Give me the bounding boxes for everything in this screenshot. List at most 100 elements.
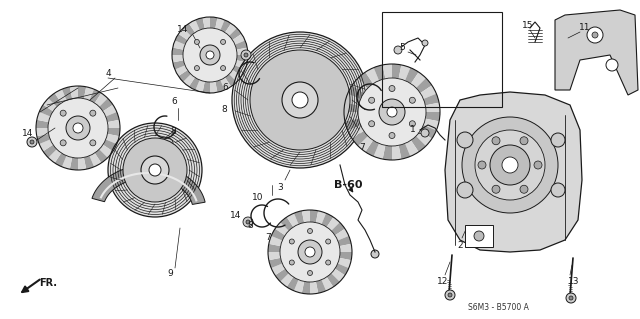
Wedge shape: [348, 85, 364, 99]
Wedge shape: [48, 93, 61, 107]
Wedge shape: [203, 17, 210, 28]
Wedge shape: [280, 217, 293, 231]
Wedge shape: [225, 74, 237, 86]
Wedge shape: [287, 277, 298, 291]
Wedge shape: [106, 134, 119, 144]
Wedge shape: [392, 145, 401, 160]
Wedge shape: [302, 210, 310, 223]
Wedge shape: [426, 103, 440, 112]
Circle shape: [292, 92, 308, 108]
Wedge shape: [335, 263, 349, 275]
Circle shape: [369, 97, 374, 103]
Wedge shape: [392, 64, 401, 79]
Wedge shape: [310, 281, 318, 294]
Wedge shape: [84, 156, 94, 169]
Circle shape: [244, 53, 248, 57]
Wedge shape: [229, 70, 241, 82]
Wedge shape: [172, 48, 184, 55]
Circle shape: [520, 137, 528, 145]
Wedge shape: [175, 65, 188, 76]
Circle shape: [221, 66, 225, 70]
Wedge shape: [90, 153, 101, 167]
Circle shape: [60, 140, 66, 146]
Circle shape: [289, 260, 294, 265]
Wedge shape: [374, 65, 385, 81]
Wedge shape: [352, 131, 368, 146]
Wedge shape: [365, 140, 379, 156]
Wedge shape: [358, 136, 373, 152]
Wedge shape: [84, 87, 94, 100]
Wedge shape: [235, 60, 247, 70]
Circle shape: [30, 140, 34, 144]
Circle shape: [73, 123, 83, 133]
Wedge shape: [345, 119, 360, 130]
Wedge shape: [237, 48, 248, 55]
Text: 7: 7: [359, 144, 365, 152]
Text: 12: 12: [437, 278, 449, 286]
Circle shape: [246, 220, 250, 224]
Circle shape: [305, 247, 315, 257]
Wedge shape: [37, 134, 51, 144]
Circle shape: [448, 293, 452, 297]
Wedge shape: [416, 78, 432, 93]
Wedge shape: [90, 89, 101, 103]
Text: 8: 8: [221, 106, 227, 115]
Wedge shape: [338, 258, 351, 268]
Wedge shape: [338, 236, 351, 246]
Wedge shape: [237, 55, 248, 63]
Wedge shape: [62, 156, 72, 169]
Wedge shape: [271, 229, 285, 241]
Circle shape: [206, 51, 214, 59]
Wedge shape: [78, 86, 86, 99]
Circle shape: [606, 59, 618, 71]
Wedge shape: [321, 213, 333, 227]
Wedge shape: [99, 145, 113, 158]
Bar: [382, 12, 502, 107]
Circle shape: [457, 182, 473, 198]
Circle shape: [569, 296, 573, 300]
Text: 5: 5: [399, 42, 405, 51]
Wedge shape: [420, 125, 436, 139]
Wedge shape: [321, 277, 333, 291]
Circle shape: [379, 99, 405, 125]
Wedge shape: [426, 112, 440, 121]
Circle shape: [478, 161, 486, 169]
Circle shape: [394, 46, 402, 54]
Circle shape: [232, 32, 368, 168]
Circle shape: [289, 239, 294, 244]
Text: 2: 2: [457, 241, 463, 249]
Wedge shape: [344, 103, 358, 112]
Wedge shape: [229, 28, 241, 40]
Text: 7: 7: [265, 233, 271, 241]
Text: 14: 14: [177, 26, 189, 34]
Circle shape: [592, 32, 598, 38]
Wedge shape: [103, 139, 117, 151]
Wedge shape: [365, 68, 379, 84]
Wedge shape: [106, 112, 119, 122]
Bar: [465, 225, 493, 247]
Wedge shape: [316, 280, 326, 293]
Wedge shape: [302, 281, 310, 294]
Circle shape: [250, 50, 350, 150]
Wedge shape: [287, 213, 298, 227]
Text: 14: 14: [230, 211, 242, 219]
Wedge shape: [339, 244, 352, 252]
Wedge shape: [195, 18, 205, 30]
Wedge shape: [411, 136, 426, 152]
Wedge shape: [108, 128, 120, 136]
Circle shape: [587, 27, 603, 43]
Circle shape: [48, 98, 108, 158]
Wedge shape: [383, 64, 392, 79]
Circle shape: [520, 185, 528, 193]
Circle shape: [307, 228, 312, 234]
Wedge shape: [70, 86, 78, 99]
Wedge shape: [220, 20, 231, 33]
Circle shape: [502, 157, 518, 173]
Wedge shape: [358, 72, 373, 88]
Wedge shape: [310, 210, 318, 223]
Text: 15: 15: [522, 20, 534, 29]
Circle shape: [371, 250, 379, 258]
Wedge shape: [405, 140, 419, 156]
Circle shape: [551, 183, 565, 197]
Circle shape: [27, 137, 37, 147]
